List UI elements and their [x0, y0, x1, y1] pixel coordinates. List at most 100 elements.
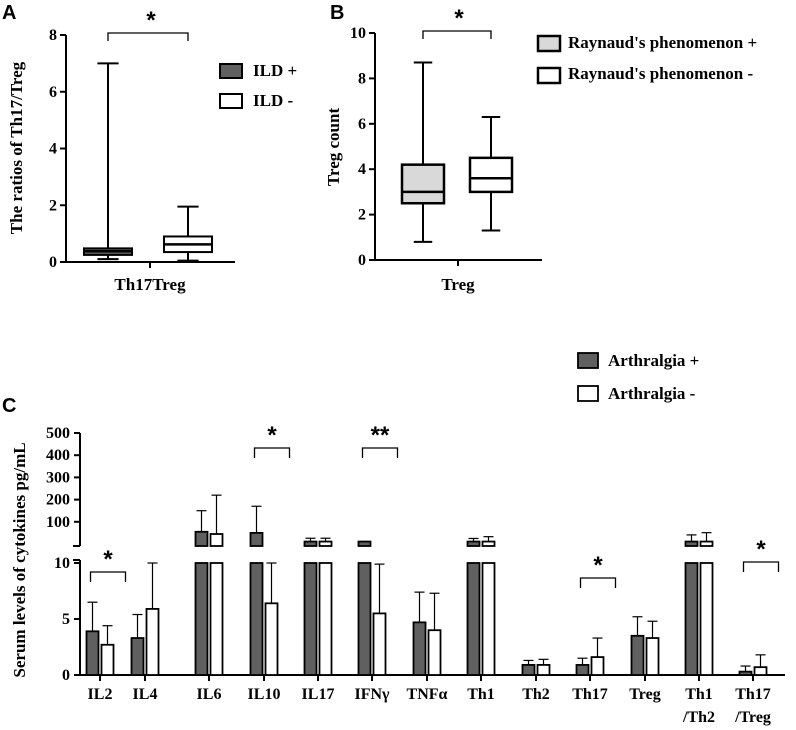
- y-tick-label: 2: [358, 207, 366, 224]
- bar-IL10-minus: [266, 563, 278, 675]
- y-tick-label: 500: [46, 425, 70, 442]
- bar-Th1-plus: [686, 535, 698, 675]
- y-tick-label: 5: [62, 611, 70, 628]
- y-tick-label: 0: [62, 667, 70, 684]
- legend-swatch-2: [220, 94, 242, 108]
- y-tick-label: 2: [49, 197, 57, 214]
- box-2: [164, 207, 212, 261]
- iqr-box: [402, 165, 444, 204]
- x-tick-label: TNFα: [407, 686, 448, 703]
- panel-a-legend-0: ILD +: [253, 61, 297, 80]
- panel-a-xlabel: Th17Treg: [114, 275, 186, 294]
- bar: [647, 638, 659, 675]
- bar-Th17-minus: [592, 638, 604, 675]
- significance-marker: *: [756, 536, 766, 563]
- legend-swatch-1: [578, 353, 598, 368]
- bar: [147, 609, 159, 675]
- bar-upper: [305, 542, 317, 546]
- x-tick-label: Th17: [735, 686, 771, 703]
- significance-bracket: [744, 562, 779, 572]
- significance-bracket: [581, 578, 616, 588]
- panel-c-legend-1: Arthralgia -: [608, 384, 696, 403]
- bar-IL2-minus: [102, 626, 114, 675]
- bar: [523, 665, 535, 675]
- bar-Th17-plus: [740, 666, 752, 675]
- panel-c-ylabel: Serum levels of cytokines pg/mL: [10, 442, 29, 677]
- y-tick-label: 10: [350, 25, 366, 42]
- bar-IL4-plus: [132, 615, 144, 675]
- box-1: [84, 63, 132, 259]
- bar-IL4-minus: [147, 563, 159, 675]
- bar-IL10-plus: [251, 506, 263, 675]
- legend-swatch-2: [578, 386, 598, 401]
- bar: [251, 563, 263, 675]
- bar: [87, 631, 99, 675]
- bar-upper: [483, 542, 495, 546]
- bar-upper: [251, 533, 263, 546]
- x-tick-label: IL17: [302, 686, 335, 703]
- panel-b-legend-1: Raynaud's phenomenon -: [568, 64, 754, 83]
- panel-b-chart: Treg count Treg Raynaud's phenomenon + R…: [324, 5, 757, 294]
- y-tick-label: 400: [46, 447, 70, 464]
- significance-marker: *: [593, 552, 603, 579]
- bar: [414, 622, 426, 675]
- bar-TNFα-plus: [414, 592, 426, 675]
- x-tick-label: IL10: [248, 686, 281, 703]
- bar: [468, 563, 480, 675]
- box-2: [470, 117, 512, 231]
- significance-bracket: [363, 448, 398, 458]
- y-tick-label: 4: [49, 141, 57, 158]
- x-tick-label: IL2: [88, 686, 113, 703]
- x-tick-label: Th17: [572, 686, 608, 703]
- bar-Th17-plus: [577, 658, 589, 675]
- x-tick-label: IFNγ: [354, 686, 390, 703]
- bar: [429, 630, 441, 675]
- y-tick-label: 10: [54, 555, 70, 572]
- bar-upper: [359, 542, 371, 546]
- y-tick-label: 8: [358, 70, 366, 87]
- y-tick-label: 6: [49, 84, 57, 101]
- y-tick-label: 0: [358, 252, 366, 269]
- iqr-box: [470, 158, 512, 192]
- bar-Th17-minus: [755, 655, 767, 675]
- x-tick-label: IL6: [197, 686, 222, 703]
- y-tick-label: 8: [49, 27, 57, 44]
- x-tick-label: Th1: [467, 686, 495, 703]
- y-tick-label: 300: [46, 469, 70, 486]
- panel-label-a: A: [2, 2, 16, 24]
- panel-a-chart: The ratios of Th17/Treg Th17Treg ILD + I…: [7, 7, 297, 294]
- panel-b-xlabel: Treg: [441, 275, 475, 294]
- panel-a-significance: *: [146, 7, 156, 34]
- bar-IL2-plus: [87, 602, 99, 675]
- x-tick-label: Th1: [685, 686, 713, 703]
- x-tick-label: IL4: [133, 686, 158, 703]
- bar-upper: [196, 532, 208, 546]
- bar-IL6-minus: [211, 495, 223, 675]
- bar: [701, 563, 713, 675]
- x-tick-label: Th2: [522, 686, 550, 703]
- bar: [102, 645, 114, 675]
- bar: [538, 665, 550, 675]
- panel-a-ylabel: The ratios of Th17/Treg: [7, 61, 26, 234]
- y-tick-label: 4: [358, 161, 366, 178]
- bar: [359, 563, 371, 675]
- significance-bracket: [91, 572, 126, 582]
- y-tick-label: 100: [46, 514, 70, 531]
- bar: [632, 636, 644, 675]
- bar: [320, 563, 332, 675]
- bar-upper: [320, 542, 332, 546]
- panel-label-c: C: [2, 395, 16, 417]
- legend-swatch-1: [220, 64, 242, 78]
- box-1: [402, 63, 444, 242]
- bar-upper: [211, 534, 223, 546]
- bar: [266, 603, 278, 675]
- bar: [211, 563, 223, 675]
- bar-IFNγ-plus: [359, 542, 371, 675]
- bar-IL17-minus: [320, 538, 332, 675]
- bar-Treg-minus: [647, 621, 659, 675]
- bar-IFNγ-minus: [374, 564, 386, 675]
- bar: [305, 563, 317, 675]
- significance-marker: **: [371, 422, 390, 449]
- y-tick-label: 0: [49, 254, 57, 271]
- bar-IL6-plus: [196, 511, 208, 675]
